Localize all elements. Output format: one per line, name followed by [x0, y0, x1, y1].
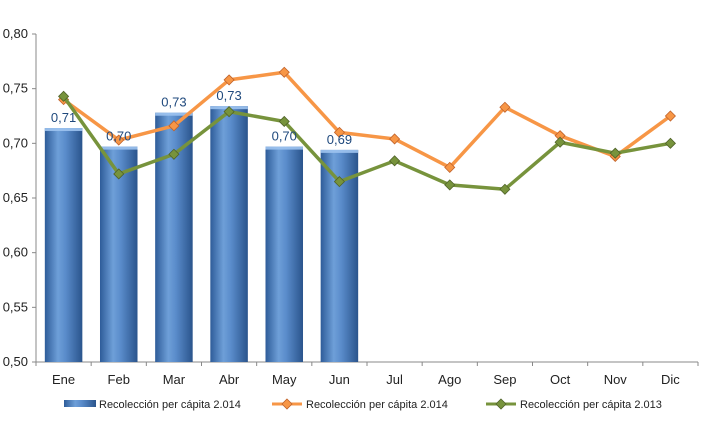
data-point [444, 161, 456, 173]
data-point [664, 110, 676, 122]
data-point [223, 74, 235, 86]
y-axis [32, 33, 37, 363]
x-tick-label: Jul [386, 372, 403, 387]
x-tick-label: Ene [52, 372, 75, 387]
x-tick-label: Oct [550, 372, 571, 387]
data-point [664, 137, 676, 149]
data-point [389, 133, 401, 145]
y-tick-label: 0,55 [3, 299, 28, 314]
data-point [278, 115, 290, 128]
legend-item-line-2014: Recolección per cápita 2.014 [272, 398, 448, 411]
bar-data-label: 0,69 [327, 132, 352, 147]
legend-bar-swatch [64, 400, 96, 407]
y-tick-label: 0,70 [3, 135, 28, 150]
data-point [333, 126, 345, 138]
legend-line-2014-marker [281, 398, 293, 410]
data-point [333, 176, 345, 188]
bar [265, 146, 304, 362]
line-series-2014 [58, 66, 676, 173]
bar [44, 128, 83, 362]
legend-line-2013-marker [495, 398, 507, 410]
bar-data-labels: 0,71 0,70 0,73 0,73 0,70 0,69 [51, 88, 352, 147]
data-point [389, 155, 401, 167]
legend-item-bars: Recolección per cápita 2.014 [64, 399, 241, 411]
data-point [278, 66, 290, 78]
y-tick-label: 0,50 [3, 354, 28, 369]
x-tick-label: Feb [108, 372, 130, 387]
data-point [554, 136, 566, 148]
x-tick-label: Nov [604, 372, 628, 387]
x-tick-label: Dic [661, 372, 680, 387]
bar [99, 146, 138, 362]
x-tick-label: Sep [493, 372, 516, 387]
bar-data-label: 0,73 [216, 88, 241, 103]
line-series [58, 66, 676, 195]
bar-top-highlight [155, 112, 193, 116]
data-point [168, 120, 180, 132]
bar-top-highlight [99, 146, 138, 150]
data-point [444, 179, 456, 191]
legend-label-line-2014: Recolección per cápita 2.014 [306, 399, 448, 411]
legend-label-bars: Recolección per cápita 2.014 [99, 399, 241, 411]
x-tick-label: Jun [329, 372, 350, 387]
data-point [223, 106, 235, 118]
y-tick-label: 0,65 [3, 190, 28, 205]
x-tick-label: May [272, 372, 297, 387]
series-line [62, 70, 672, 170]
y-tick-label: 0,75 [3, 81, 28, 96]
bar [210, 106, 248, 362]
bar-data-label: 0,73 [161, 95, 186, 110]
line-series-2013 [58, 90, 676, 195]
legend: Recolección per cápita 2.014 Recolección… [64, 398, 662, 411]
data-point [58, 90, 70, 102]
bar-data-label: 0,70 [106, 129, 131, 144]
data-point [113, 134, 125, 146]
data-point [499, 101, 511, 113]
bar-data-label: 0,71 [51, 110, 76, 125]
x-axis [35, 361, 699, 366]
data-point [609, 147, 621, 159]
legend-item-line-2013: Recolección per cápita 2.013 [486, 398, 662, 411]
data-point [499, 183, 511, 195]
y-tick-labels: 0,50 0,55 0,60 0,65 0,70 0,75 0,80 [3, 26, 28, 369]
bar-series [44, 106, 359, 362]
x-tick-labels: Ene Feb Mar Abr May Jun Jul Ago Sep Oct Nov Dic [52, 372, 680, 387]
x-tick-label: Abr [219, 372, 240, 387]
x-tick-label: Mar [163, 372, 186, 387]
legend-label-line-2013: Recolección per cápita 2.013 [520, 399, 662, 411]
bar-top-highlight [265, 146, 304, 150]
x-tick-label: Ago [438, 372, 461, 387]
bar-top-highlight [44, 128, 83, 132]
y-tick-label: 0,60 [3, 245, 28, 260]
y-tick-label: 0,80 [3, 26, 28, 41]
series-line [62, 95, 671, 192]
bar-top-highlight [320, 149, 359, 153]
bar-data-label: 0,70 [272, 129, 297, 144]
data-point [113, 168, 125, 180]
data-point [168, 148, 180, 160]
